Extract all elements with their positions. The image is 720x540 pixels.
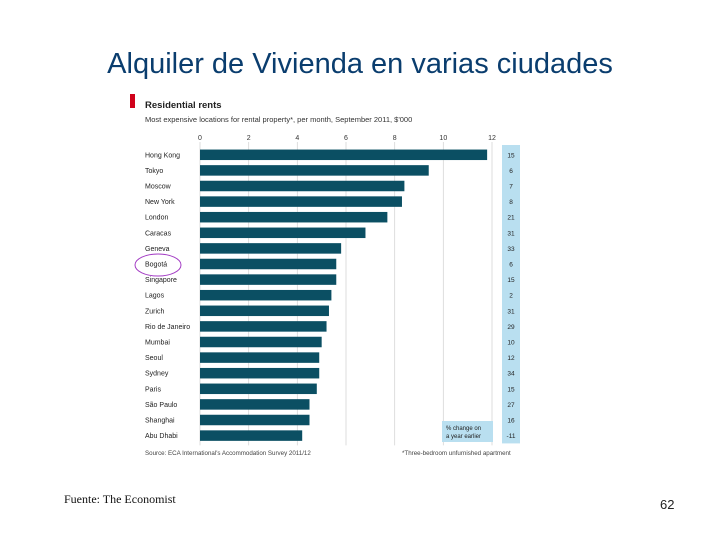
category-label: Bogotá <box>145 262 167 269</box>
pct-change-value: 34 <box>507 371 515 378</box>
bar <box>200 289 332 301</box>
bar <box>200 180 405 192</box>
category-label: Seoul <box>145 355 163 362</box>
highlight-circle <box>134 253 182 277</box>
bar <box>200 305 329 317</box>
category-label: Sydney <box>145 371 169 378</box>
bar <box>200 258 337 270</box>
bar <box>200 430 303 441</box>
bar <box>200 352 320 363</box>
bar <box>200 274 337 285</box>
pct-change-value: 21 <box>507 215 515 222</box>
bar <box>200 367 320 379</box>
category-label: São Paulo <box>145 402 177 409</box>
chart-accent-mark <box>130 94 135 108</box>
x-tick-label: 10 <box>439 135 447 142</box>
category-label: Abu Dhabi <box>145 433 178 440</box>
pct-change-value: 12 <box>507 355 515 362</box>
pct-change-value: 31 <box>507 308 515 315</box>
page-number: 62 <box>660 497 675 512</box>
bar <box>200 414 310 426</box>
slide-title: Alquiler de Vivienda en varias ciudades <box>107 48 613 80</box>
category-label: Paris <box>145 386 161 393</box>
bar <box>200 196 402 207</box>
x-tick-label: 2 <box>247 135 251 142</box>
source-credit: Fuente: The Economist <box>64 492 176 506</box>
x-tick-label: 4 <box>295 135 299 142</box>
pct-change-value: 6 <box>509 168 513 175</box>
pct-change-value: 10 <box>507 340 515 347</box>
category-label: Hong Kong <box>145 152 180 159</box>
pct-change-column <box>502 145 520 444</box>
pct-change-value: 29 <box>507 324 515 331</box>
category-label: Moscow <box>145 184 172 191</box>
category-label: Lagos <box>145 293 165 300</box>
pct-change-value: 27 <box>507 402 515 409</box>
chart-title: Residential rents <box>145 100 222 111</box>
pct-change-value: 7 <box>509 184 513 191</box>
pct-change-value: 6 <box>509 262 513 269</box>
pct-change-value: 15 <box>507 277 515 284</box>
x-tick-label: 6 <box>344 135 348 142</box>
pct-change-value: 33 <box>507 246 515 253</box>
category-label: Singapore <box>145 277 177 284</box>
bar <box>200 336 322 348</box>
category-label: Rio de Janeiro <box>145 324 190 331</box>
pct-change-value: 8 <box>509 199 513 206</box>
pct-change-note: a year earlier <box>446 434 481 440</box>
chart-subtitle: Most expensive locations for rental prop… <box>145 115 413 124</box>
category-label: New York <box>145 199 175 206</box>
bar <box>200 243 342 254</box>
bar <box>200 227 366 239</box>
pct-change-value: 31 <box>507 230 515 237</box>
category-label: Geneva <box>145 246 170 253</box>
bar <box>200 321 327 332</box>
pct-change-note-box <box>442 421 493 442</box>
chart-source: Source: ECA International's Accommodatio… <box>145 450 311 457</box>
pct-change-value: 2 <box>509 293 513 300</box>
chart: Residential rents Most expensive locatio… <box>128 92 528 462</box>
x-tick-label: 8 <box>393 135 397 142</box>
category-label: Shanghai <box>145 418 175 425</box>
pct-change-note: % change on <box>446 426 481 432</box>
bar <box>200 383 317 395</box>
category-label: London <box>145 215 168 222</box>
x-tick-label: 12 <box>488 135 496 142</box>
pct-change-value: 15 <box>507 386 515 393</box>
chart-plot: 0 2 4 6 8 10 12 Hong Kong 15 Tokyo 6 Moscow 7 New Yor… <box>134 135 520 446</box>
pct-change-value: 15 <box>507 152 515 159</box>
bar <box>200 211 388 223</box>
pct-change-value: -11 <box>507 433 516 440</box>
category-label: Tokyo <box>145 168 163 175</box>
category-label: Caracas <box>145 230 172 237</box>
bar <box>200 149 488 161</box>
bar <box>200 165 429 176</box>
pct-change-value: 16 <box>507 418 515 425</box>
chart-footnote: *Three-bedroom unfurnished apartment <box>402 450 511 457</box>
category-label: Mumbai <box>145 340 170 347</box>
bar <box>200 399 310 410</box>
x-tick-label: 0 <box>198 135 202 142</box>
category-label: Zurich <box>145 308 165 315</box>
